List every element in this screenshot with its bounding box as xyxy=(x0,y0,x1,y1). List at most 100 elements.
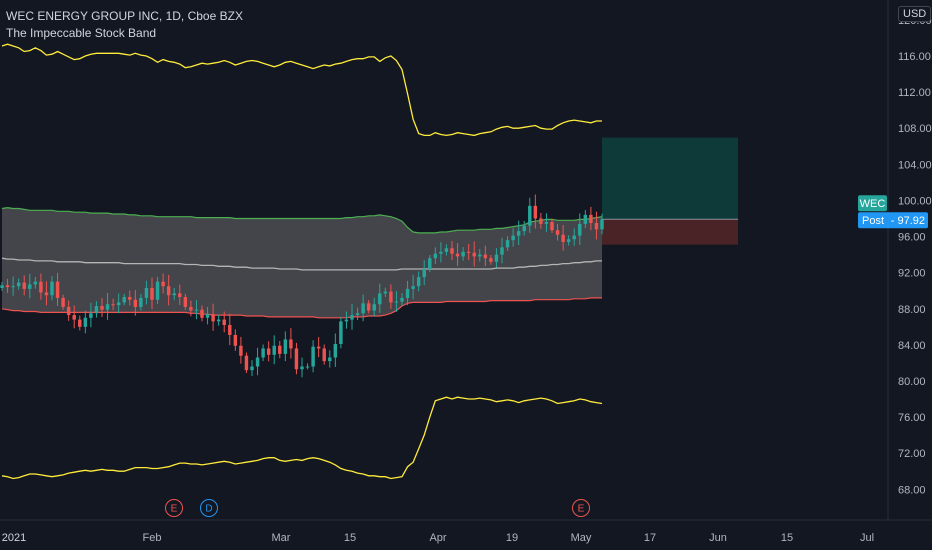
candle xyxy=(122,293,126,306)
candle xyxy=(33,276,38,289)
candle-body xyxy=(161,281,165,287)
candle-body xyxy=(516,231,521,236)
candle-body xyxy=(139,297,143,307)
candle-body xyxy=(16,282,21,287)
candle xyxy=(161,273,165,294)
candle xyxy=(189,300,193,317)
candle xyxy=(500,237,504,264)
candle xyxy=(228,313,232,346)
candle xyxy=(522,220,526,236)
candle-body xyxy=(22,282,26,289)
target-zone[interactable] xyxy=(602,137,738,220)
candle-body xyxy=(433,253,438,259)
candle xyxy=(244,352,249,373)
price-tick-label: 84.00 xyxy=(898,340,926,352)
candle-body xyxy=(78,319,82,327)
candle-body xyxy=(305,366,310,368)
last-price-value: - 97.92 xyxy=(891,215,925,227)
candle-body xyxy=(400,297,404,302)
candle-body xyxy=(105,304,110,310)
candle xyxy=(200,305,204,322)
candle-body xyxy=(355,313,360,316)
candle xyxy=(250,360,254,376)
candle-body xyxy=(450,248,454,254)
event-marker[interactable]: E xyxy=(572,499,590,517)
event-marker[interactable]: D xyxy=(200,499,218,517)
candle-body xyxy=(128,297,132,300)
currency-button[interactable]: USD xyxy=(898,6,932,22)
candle-body xyxy=(533,205,538,219)
candle-body xyxy=(205,314,210,318)
candle-body xyxy=(172,293,176,296)
candle-body xyxy=(328,357,332,362)
candle-body xyxy=(578,223,582,236)
event-marker[interactable]: E xyxy=(165,499,183,517)
candle-body xyxy=(383,291,388,294)
candle xyxy=(533,194,538,229)
candle-body xyxy=(272,345,276,355)
candle-body xyxy=(183,297,188,307)
event-marker-circle xyxy=(165,499,183,517)
candle-body xyxy=(283,339,288,354)
candle xyxy=(544,213,549,232)
candle xyxy=(378,283,382,313)
candle xyxy=(50,276,54,301)
candle xyxy=(272,335,276,365)
candle-body xyxy=(472,252,476,257)
candle-body xyxy=(316,346,321,349)
candle xyxy=(133,290,138,316)
candle xyxy=(566,235,571,246)
time-tick-label: Apr xyxy=(429,532,446,544)
candle xyxy=(572,228,576,246)
position-zones[interactable] xyxy=(602,137,738,245)
candle-body xyxy=(50,281,54,296)
time-axis[interactable]: 2021 Feb Mar 15 Apr 19 May 17 Jun 15 Jul xyxy=(2,532,874,544)
outer-bands xyxy=(1,43,603,480)
candle-body xyxy=(33,281,38,285)
candle-body xyxy=(44,292,49,296)
candle-body xyxy=(489,258,493,262)
candle xyxy=(28,273,32,299)
band-mid-line xyxy=(1,257,602,271)
candle-body xyxy=(528,205,532,226)
candle-body xyxy=(416,277,421,287)
candle-body xyxy=(505,240,510,248)
candle xyxy=(300,357,304,378)
outer-upper-line xyxy=(1,43,602,137)
candle xyxy=(111,298,115,311)
price-axis[interactable]: 120.00116.00112.00108.00104.00100.0096.0… xyxy=(898,15,932,496)
candle xyxy=(494,248,499,268)
candle-body xyxy=(566,239,571,242)
candle xyxy=(483,245,488,267)
candle xyxy=(194,299,199,320)
price-tick-label: 80.00 xyxy=(898,376,926,388)
candle-body xyxy=(405,288,410,298)
candle-body xyxy=(589,214,593,223)
candle xyxy=(389,284,393,309)
indicator-title[interactable]: The Impeccable Stock Band xyxy=(6,26,157,40)
candle-body xyxy=(339,321,343,344)
candle xyxy=(316,337,321,358)
candle xyxy=(589,206,593,231)
candle-body xyxy=(66,306,71,316)
candle-body xyxy=(300,366,304,370)
candle xyxy=(55,272,60,306)
candle-body xyxy=(444,248,449,252)
candle-body xyxy=(122,297,126,303)
candle-body xyxy=(150,287,154,300)
time-tick-label: 19 xyxy=(506,532,518,544)
time-tick-label: 2021 xyxy=(2,532,26,544)
candle-body xyxy=(189,306,193,311)
candle xyxy=(505,236,510,251)
candle-body xyxy=(133,299,138,307)
stop-zone[interactable] xyxy=(602,219,738,245)
event-marker-letter: D xyxy=(205,504,212,515)
candle xyxy=(350,303,354,330)
candles xyxy=(0,194,604,378)
candle xyxy=(128,290,132,306)
symbol-title[interactable]: WEC ENERGY GROUP INC, 1D, Cboe BZX xyxy=(6,9,243,23)
candle xyxy=(61,294,65,310)
candle-body xyxy=(239,345,243,356)
